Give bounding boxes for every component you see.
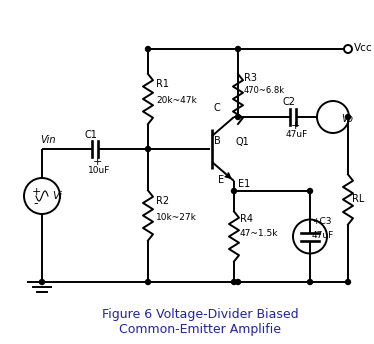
Text: Vi: Vi	[52, 191, 62, 201]
Text: Q1: Q1	[236, 137, 250, 147]
Text: -: -	[34, 197, 38, 211]
Circle shape	[232, 279, 236, 284]
Text: B: B	[214, 136, 221, 146]
Text: +: +	[31, 187, 41, 197]
Text: Vcc: Vcc	[354, 43, 373, 53]
Text: +C3: +C3	[312, 217, 331, 226]
Text: R3: R3	[244, 73, 257, 83]
Text: R4: R4	[240, 215, 253, 225]
Circle shape	[346, 115, 350, 119]
Text: E: E	[218, 175, 224, 185]
Text: 20k~47k: 20k~47k	[156, 96, 197, 105]
Circle shape	[307, 279, 313, 284]
Text: R1: R1	[156, 79, 169, 89]
Text: C2: C2	[282, 97, 295, 107]
Text: 47~1.5k: 47~1.5k	[240, 229, 279, 238]
Circle shape	[236, 115, 240, 119]
Text: C1: C1	[85, 130, 98, 140]
Circle shape	[40, 279, 45, 284]
Text: +: +	[92, 157, 102, 167]
Text: 470~6.8k: 470~6.8k	[244, 86, 285, 95]
Text: Vo: Vo	[341, 114, 353, 124]
Circle shape	[236, 279, 240, 284]
Text: Figure 6 Voltage-Divider Biased
Common-Emitter Amplifie: Figure 6 Voltage-Divider Biased Common-E…	[102, 308, 298, 336]
Text: RL: RL	[352, 194, 364, 204]
Text: C: C	[214, 103, 221, 113]
Text: Vin: Vin	[40, 135, 55, 145]
Circle shape	[346, 279, 350, 284]
Circle shape	[307, 189, 313, 193]
Text: 10uF: 10uF	[88, 166, 110, 175]
Circle shape	[232, 189, 236, 193]
Text: +: +	[290, 121, 300, 131]
Circle shape	[145, 46, 150, 52]
Text: 10k~27k: 10k~27k	[156, 213, 197, 222]
Text: R2: R2	[156, 195, 169, 205]
Text: 47uF: 47uF	[312, 230, 334, 239]
Text: E1: E1	[238, 179, 250, 189]
Circle shape	[145, 279, 150, 284]
Circle shape	[236, 46, 240, 52]
Circle shape	[145, 147, 150, 151]
Text: 47uF: 47uF	[286, 130, 308, 139]
